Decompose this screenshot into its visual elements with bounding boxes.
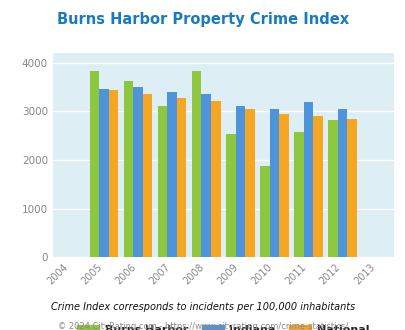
Text: © 2024 CityRating.com - https://www.cityrating.com/crime-statistics/: © 2024 CityRating.com - https://www.city… [58,322,347,330]
Bar [158,106,167,257]
Bar [279,114,288,257]
Bar [143,94,152,257]
Bar [260,166,269,257]
Bar [328,119,337,257]
Bar [90,71,99,257]
Bar [303,103,313,257]
Bar [192,71,201,257]
Bar [313,115,322,257]
Bar [269,109,279,257]
Bar [211,101,220,257]
Text: Burns Harbor Property Crime Index: Burns Harbor Property Crime Index [57,12,348,26]
Bar [201,94,211,257]
Bar [347,119,356,257]
Bar [226,134,235,257]
Bar [124,81,133,257]
Bar [337,109,347,257]
Text: Crime Index corresponds to incidents per 100,000 inhabitants: Crime Index corresponds to incidents per… [51,302,354,312]
Legend: Burns Harbor, Indiana, National: Burns Harbor, Indiana, National [72,320,373,330]
Bar [235,106,245,257]
Bar [294,132,303,257]
Bar [167,92,177,257]
Bar [177,98,186,257]
Bar [109,90,118,257]
Bar [245,109,254,257]
Bar [99,89,109,257]
Bar [133,87,143,257]
